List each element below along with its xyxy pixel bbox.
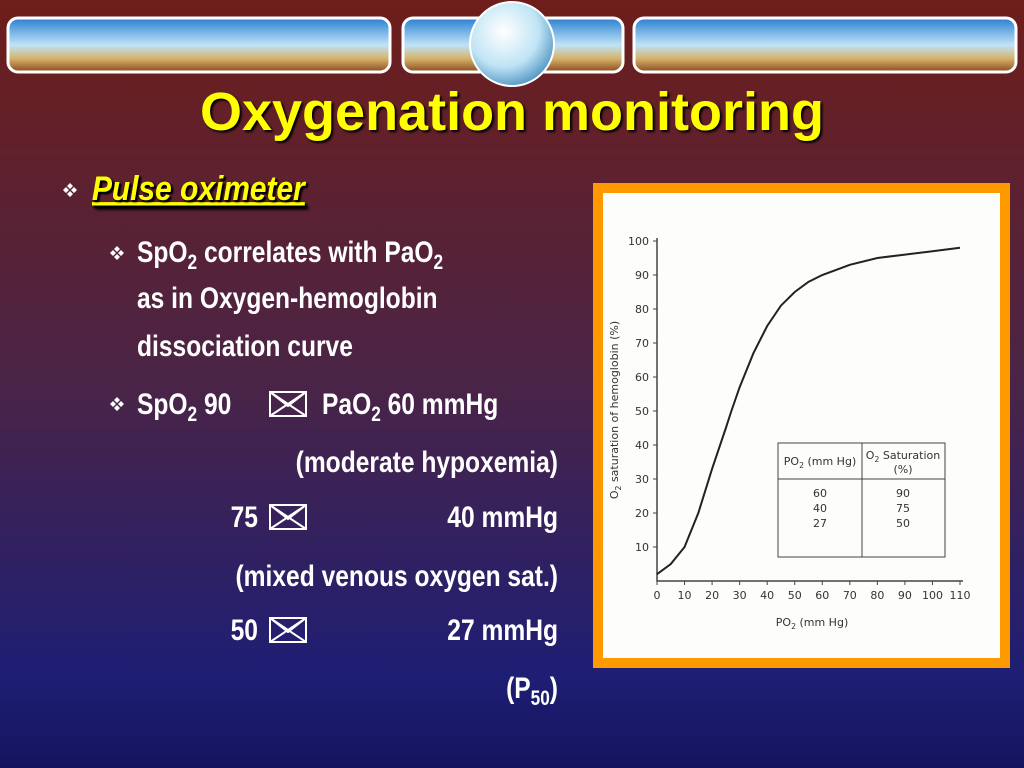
- text-run: dissociation curve: [137, 329, 353, 363]
- x-tick-label: 60: [815, 589, 829, 602]
- bullet-line: 40 mmHg: [447, 500, 558, 534]
- text-run: (moderate hypoxemia): [296, 445, 558, 479]
- subscript: 2: [614, 485, 623, 490]
- text-run: correlates with PaO: [197, 235, 433, 269]
- text-run: 90: [197, 387, 231, 421]
- banner: [6, 1, 1018, 87]
- subscript: 2: [791, 622, 796, 631]
- subscript: 2: [371, 404, 381, 427]
- text-run: 27 mmHg: [447, 613, 558, 647]
- y-tick-label: 20: [635, 507, 649, 520]
- bullet-line: as in Oxygen-hemoglobin: [137, 281, 438, 315]
- text-run: (mm Hg): [796, 616, 848, 629]
- text-run: 50: [231, 613, 258, 647]
- x-tick-label: 80: [870, 589, 884, 602]
- text-run: PO: [784, 455, 800, 468]
- x-tick-label: 90: [898, 589, 912, 602]
- bullet-line: (mixed venous oxygen sat.): [236, 559, 558, 593]
- y-tick-label: 80: [635, 303, 649, 316]
- bullet-line: SpO2 correlates with PaO2: [137, 235, 443, 275]
- y-tick-label: 100: [628, 235, 649, 248]
- text-run: as in Oxygen-hemoglobin: [137, 281, 438, 315]
- text-run: (P: [506, 671, 531, 705]
- table-header: O2 Saturation: [866, 449, 940, 464]
- bullet-line: 75: [231, 500, 258, 534]
- x-tick-label: 0: [654, 589, 661, 602]
- x-axis-label: PO2 (mm Hg): [776, 616, 848, 631]
- x-tick-label: 100: [922, 589, 943, 602]
- subscript: 2: [188, 252, 198, 275]
- subscript: 50: [531, 688, 550, 711]
- text-run: O: [608, 490, 621, 499]
- x-tick-label: 30: [733, 589, 747, 602]
- text-run: 40 mmHg: [447, 500, 558, 534]
- x-tick-label: 70: [843, 589, 857, 602]
- curve: [656, 246, 961, 576]
- bullet-line: 27 mmHg: [447, 613, 558, 647]
- x-tick-label: 10: [678, 589, 692, 602]
- x-tick-label: 50: [788, 589, 802, 602]
- heading: Pulse oximeter: [92, 169, 306, 207]
- text-run: saturation of hemoglobin (%): [608, 321, 621, 486]
- text-run: Saturation: [879, 449, 940, 462]
- text-run: (mm Hg): [804, 455, 856, 468]
- bullet-line: PaO2 60 mmHg: [322, 387, 498, 427]
- text-run: 75: [231, 500, 258, 534]
- table-cell: 50: [896, 517, 910, 530]
- subscript: 2: [874, 455, 879, 464]
- table-cell: 40: [813, 502, 827, 515]
- y-tick-label: 90: [635, 269, 649, 282]
- table-cell: 60: [813, 487, 827, 500]
- bullet-line: SpO2 90: [137, 387, 231, 427]
- table-cell: 75: [896, 502, 910, 515]
- y-tick-label: 40: [635, 439, 649, 452]
- table-header: PO2 (mm Hg): [784, 455, 856, 470]
- text-run: PO: [776, 616, 792, 629]
- bullet-line: (P50): [506, 671, 558, 711]
- bullet-line: 50: [231, 613, 258, 647]
- table-cell: 27: [813, 517, 827, 530]
- text-run: SpO: [137, 387, 188, 421]
- text-run: SpO: [137, 235, 188, 269]
- subscript: 2: [434, 252, 444, 275]
- text-run: ): [550, 671, 558, 705]
- subscript: 2: [188, 404, 198, 427]
- bullet-line: dissociation curve: [137, 329, 353, 363]
- y-tick-label: 30: [635, 473, 649, 486]
- bullet-line: (moderate hypoxemia): [296, 445, 558, 479]
- text-run: 60 mmHg: [381, 387, 499, 421]
- y-tick-label: 10: [635, 541, 649, 554]
- text-run: O: [866, 449, 875, 462]
- text-run: (mixed venous oxygen sat.): [236, 559, 558, 593]
- figure-plot: 10 20 30 40 50 60 70 80 90 100 0 10 20 30 40 50 60 70 80 90…: [608, 235, 971, 631]
- y-tick-label: 70: [635, 337, 649, 350]
- slide-title: Oxygenation monitoring: [200, 82, 824, 142]
- subscript: 2: [799, 461, 804, 470]
- y-tick-label: 50: [635, 405, 649, 418]
- table-cell: 90: [896, 487, 910, 500]
- x-tick-label: 110: [950, 589, 971, 602]
- text-run: PaO: [322, 387, 371, 421]
- y-axis-label: O2 saturation of hemoglobin (%): [608, 321, 623, 499]
- x-tick-label: 40: [760, 589, 774, 602]
- y-tick-label: 60: [635, 371, 649, 384]
- x-tick-label: 20: [705, 589, 719, 602]
- table-header: (%): [893, 463, 912, 476]
